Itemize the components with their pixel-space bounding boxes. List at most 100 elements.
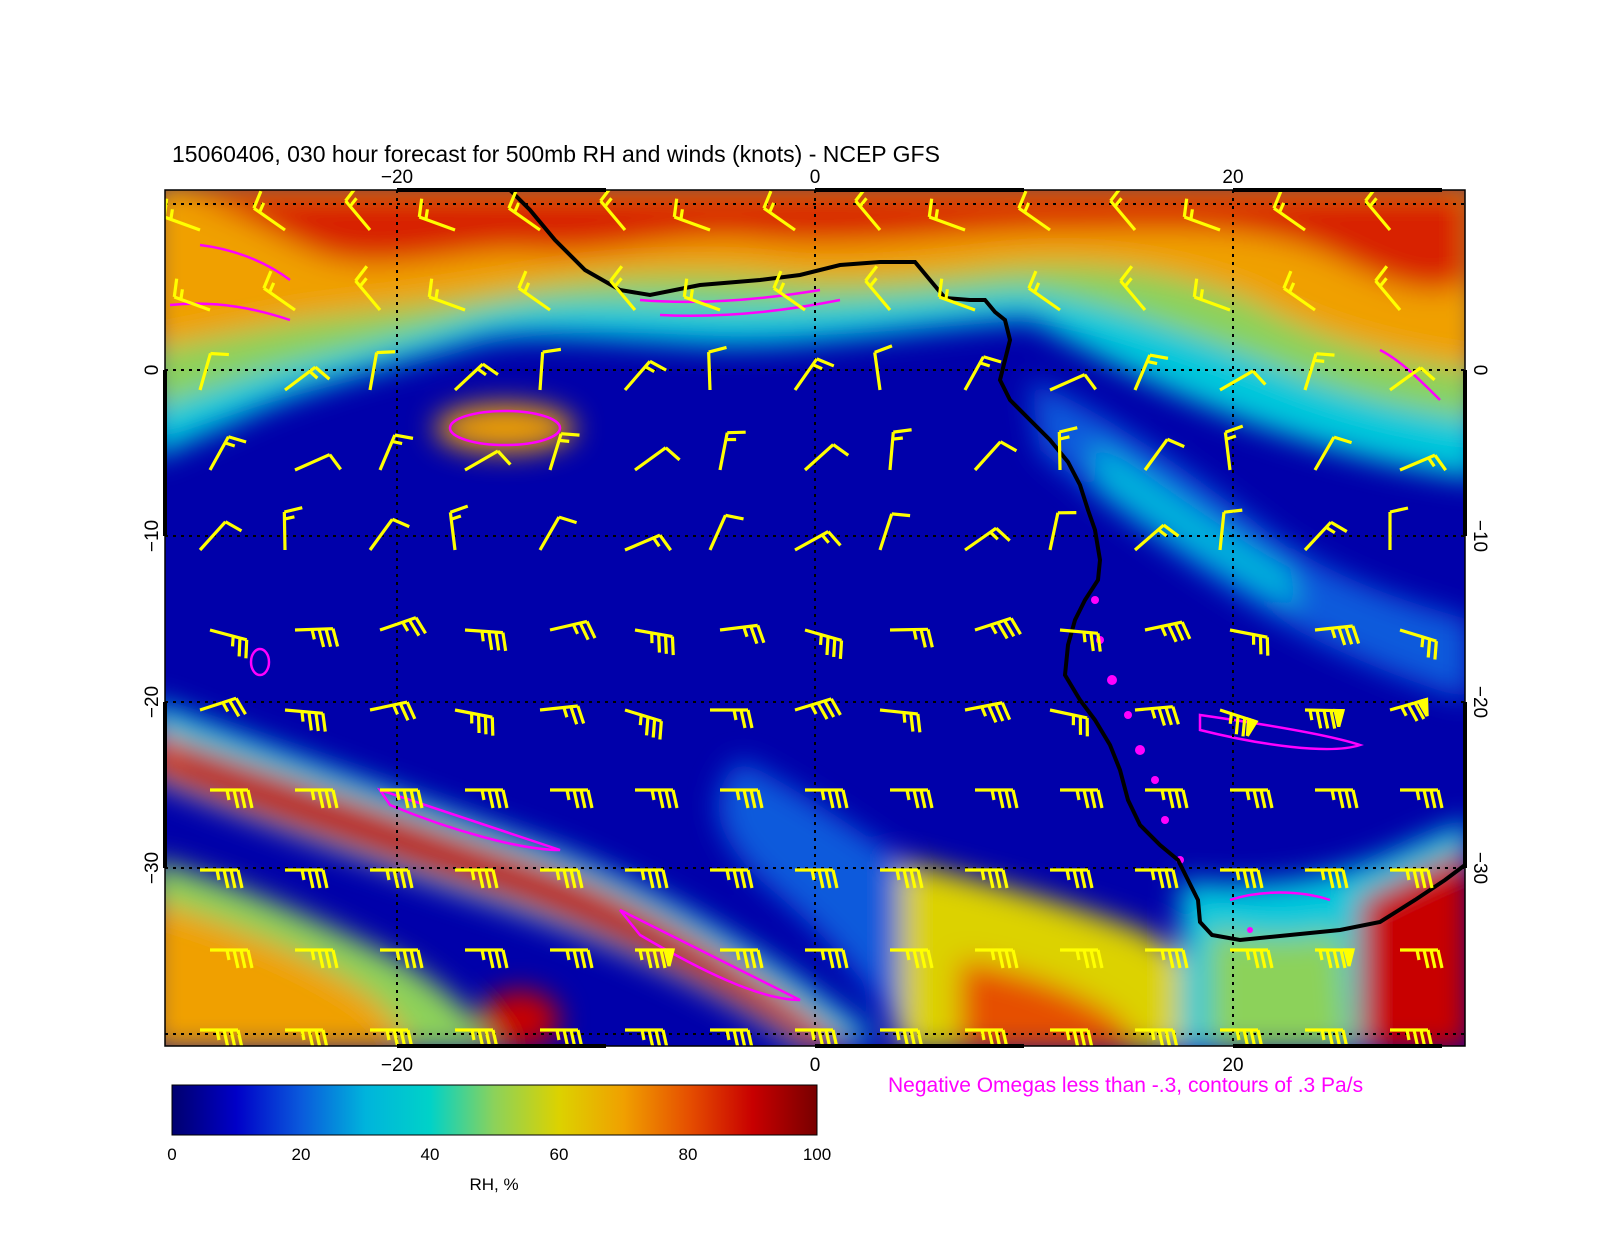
lat-tick-label: −10 — [1469, 520, 1490, 552]
lat-tick-label: −30 — [142, 852, 163, 884]
wind-barb — [294, 453, 342, 472]
rh-sw-band-core — [170, 745, 830, 1046]
omega-contours — [169, 243, 1441, 1002]
wind-barb — [794, 530, 842, 552]
wind-barb — [1305, 868, 1349, 889]
wind-barb — [634, 628, 675, 656]
rh-south-spot — [480, 990, 560, 1046]
omega-contour — [376, 787, 561, 852]
wind-barb — [864, 265, 892, 312]
wind-barb — [1388, 506, 1409, 550]
wind-barb — [380, 948, 424, 969]
wind-barb — [368, 350, 396, 391]
wind-barb — [1304, 708, 1346, 729]
wind-barb — [1223, 424, 1244, 471]
wind-barb — [344, 190, 372, 232]
wind-barb — [1282, 270, 1316, 312]
wind-barb — [879, 708, 922, 733]
wind-barb — [609, 265, 637, 312]
wind-barb — [427, 278, 466, 312]
omega-dot — [1091, 596, 1099, 604]
omega-contour — [448, 409, 562, 447]
wind-barb — [805, 788, 849, 809]
wind-barb — [1364, 190, 1392, 232]
wind-barb — [1027, 270, 1061, 312]
colorbar-tick-label: 20 — [292, 1145, 311, 1164]
wind-barb — [1314, 624, 1361, 646]
wind-barb — [368, 517, 410, 551]
wind-barb — [1218, 508, 1243, 551]
wind-barb — [634, 446, 681, 472]
rh-far-se-mid — [1210, 930, 1350, 1046]
colorbar-tick-label: 80 — [679, 1145, 698, 1164]
lon-tick-label: 0 — [810, 167, 821, 188]
lat-tick-label: −20 — [142, 686, 163, 718]
wind-barb — [1315, 788, 1359, 809]
wind-barb — [252, 190, 286, 232]
wind-barb — [550, 788, 594, 809]
wind-barb — [455, 868, 499, 889]
frame-bar — [163, 702, 167, 868]
wind-barb — [880, 868, 924, 889]
omega-contour — [199, 243, 291, 282]
wind-barb — [720, 948, 764, 969]
omega-contour — [659, 298, 841, 317]
wind-barb — [624, 708, 663, 740]
lat-labels-left: 0 −10 −20 −30 — [142, 365, 163, 884]
wind-barb — [625, 868, 669, 889]
wind-barb — [1133, 523, 1180, 552]
map-area — [165, 190, 1465, 1046]
wind-barb — [672, 198, 711, 232]
wind-barb — [284, 708, 327, 732]
wind-barb — [1303, 520, 1348, 552]
wind-barb — [624, 533, 672, 552]
wind-barb — [927, 198, 966, 232]
wind-barbs — [165, 190, 1447, 1046]
wind-barb — [454, 708, 495, 736]
wind-barb — [878, 512, 911, 551]
wind-barb — [973, 440, 1018, 472]
wind-barb — [548, 432, 580, 471]
wind-barb — [295, 788, 339, 809]
frame-bar — [1233, 188, 1442, 192]
wind-barb — [172, 278, 211, 312]
omega-contour — [619, 908, 801, 1002]
omega-dot — [1107, 675, 1117, 685]
omega-contour — [639, 288, 821, 304]
frame-bar — [163, 370, 167, 536]
wind-barb — [889, 627, 934, 648]
wind-barb — [1119, 265, 1147, 312]
omega-contour — [169, 302, 291, 322]
wind-barb — [890, 948, 934, 969]
wind-barb — [1017, 190, 1051, 232]
colorbar-ticks: 0 20 40 60 80 100 — [167, 1145, 831, 1164]
omega-dot — [1247, 927, 1253, 933]
wind-barb — [1399, 453, 1447, 472]
wind-barb — [772, 270, 806, 312]
frame-bar — [397, 1044, 606, 1048]
wind-barb — [210, 948, 254, 969]
wind-barb — [1134, 705, 1180, 726]
wind-barb — [417, 198, 456, 232]
omega-legend-note: Negative Omegas less than -.3, contours … — [888, 1074, 1363, 1097]
graticule — [165, 190, 1465, 1046]
wind-barb — [793, 357, 835, 391]
wind-barb — [1050, 1028, 1094, 1046]
wind-barb — [795, 868, 839, 889]
wind-barb — [1133, 353, 1169, 391]
colorbar-tick-label: 0 — [167, 1145, 176, 1164]
omega-contour — [1198, 713, 1364, 751]
wind-barb — [295, 948, 339, 969]
rh-se-wet — [960, 960, 1138, 1046]
wind-barb — [285, 868, 329, 889]
wind-barb — [517, 270, 551, 312]
wind-barb — [1048, 511, 1077, 551]
lat-tick-label: 0 — [1469, 365, 1490, 376]
wind-barb — [354, 265, 382, 312]
wind-barb — [378, 433, 414, 471]
frame-bar — [815, 188, 1024, 192]
lon-labels-top: −20 0 20 — [381, 167, 1244, 188]
wind-barb — [710, 708, 754, 729]
wind-barb — [623, 359, 667, 392]
